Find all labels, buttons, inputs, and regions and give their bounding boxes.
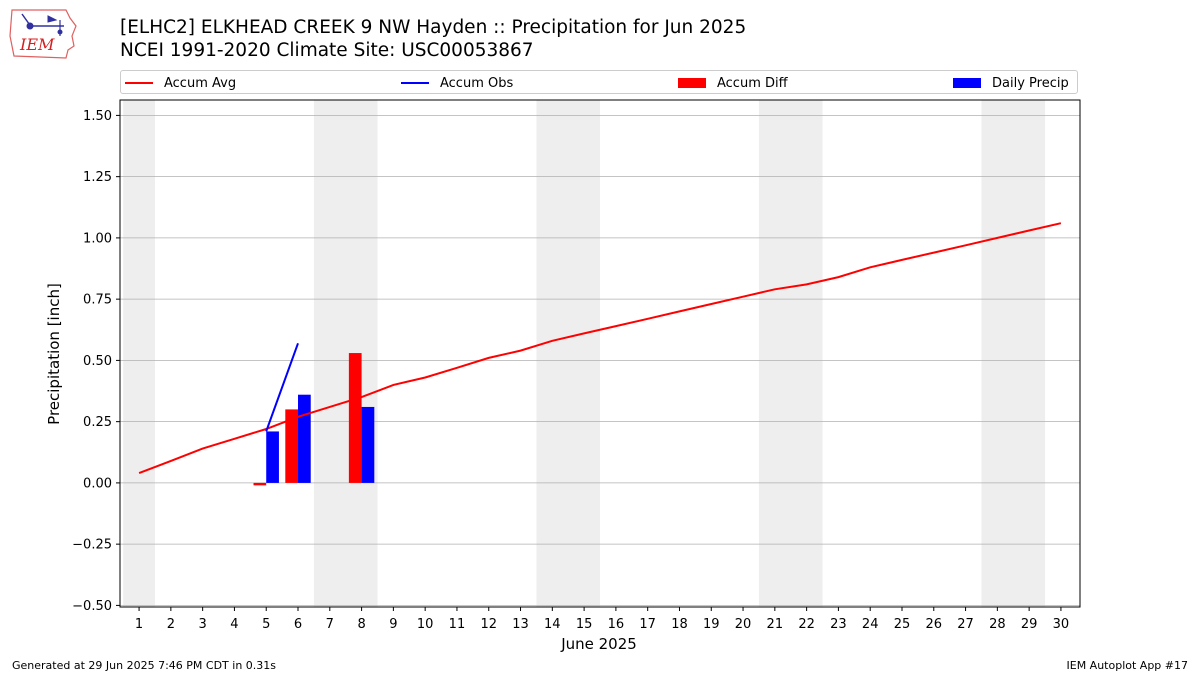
y-tick-label: 1.25 bbox=[83, 170, 112, 185]
iem-logo: IEM bbox=[9, 9, 77, 59]
legend-item-accum-diff: Accum Diff bbox=[678, 74, 788, 92]
legend-label: Accum Diff bbox=[717, 75, 788, 91]
weekend-shade bbox=[981, 100, 1046, 607]
bar-daily-precip bbox=[298, 394, 311, 483]
x-tick-label: 11 bbox=[449, 617, 466, 632]
footer-generated: Generated at 29 Jun 2025 7:46 PM CDT in … bbox=[12, 659, 277, 672]
x-tick-label: 29 bbox=[1021, 617, 1038, 632]
y-tick-label: −0.50 bbox=[72, 599, 112, 614]
x-tick-label: 8 bbox=[357, 617, 365, 632]
bar-accum-diff bbox=[285, 409, 299, 483]
legend-swatch bbox=[401, 82, 429, 84]
bar-accum-diff bbox=[253, 482, 267, 486]
x-tick-label: 20 bbox=[735, 617, 752, 632]
y-tick-label: −0.25 bbox=[72, 538, 112, 553]
x-tick-label: 10 bbox=[417, 617, 434, 632]
x-tick-label: 12 bbox=[480, 617, 497, 632]
x-tick-label: 13 bbox=[512, 617, 529, 632]
chart-title: [ELHC2] ELKHEAD CREEK 9 NW Hayden :: Pre… bbox=[120, 17, 747, 38]
weekend-shade bbox=[536, 100, 600, 607]
legend-label: Accum Avg bbox=[164, 75, 237, 91]
y-axis-label: Precipitation [inch] bbox=[45, 283, 63, 425]
x-tick-label: 28 bbox=[989, 617, 1006, 632]
x-tick-label: 1 bbox=[135, 617, 143, 632]
legend-item-accum-avg: Accum Avg bbox=[125, 74, 236, 92]
x-tick-label: 21 bbox=[767, 617, 784, 632]
footer-app-label: IEM Autoplot App #17 bbox=[1066, 659, 1189, 672]
x-axis-label: June 2025 bbox=[560, 635, 637, 653]
legend-swatch bbox=[953, 78, 981, 88]
legend-swatch bbox=[125, 82, 153, 84]
y-tick-label: 0.00 bbox=[83, 476, 112, 491]
y-tick-label: 0.25 bbox=[83, 415, 112, 430]
legend-label: Daily Precip bbox=[992, 75, 1069, 91]
x-tick-label: 9 bbox=[389, 617, 397, 632]
x-tick-label: 7 bbox=[326, 617, 334, 632]
plot-frame bbox=[119, 99, 1081, 608]
logo-text: IEM bbox=[19, 35, 55, 54]
weekend-shade bbox=[758, 100, 823, 607]
weather-station-icon bbox=[21, 13, 64, 36]
legend-swatch bbox=[678, 78, 706, 88]
x-tick-label: 4 bbox=[230, 617, 238, 632]
x-tick-label: 19 bbox=[703, 617, 720, 632]
x-tick-label: 23 bbox=[830, 617, 847, 632]
x-tick-label: 14 bbox=[544, 617, 561, 632]
bar-daily-precip bbox=[266, 431, 279, 483]
weekend-shade bbox=[313, 100, 378, 607]
y-tick-label: 1.50 bbox=[83, 109, 112, 124]
y-tick-label: 0.50 bbox=[83, 354, 112, 369]
y-tick-label: 1.00 bbox=[83, 231, 112, 246]
x-tick-label: 15 bbox=[576, 617, 593, 632]
x-tick-label: 30 bbox=[1053, 617, 1070, 632]
line-accum-obs bbox=[265, 342, 299, 432]
x-tick-label: 25 bbox=[894, 617, 911, 632]
legend: Accum Avg Accum Obs Accum Diff Daily Pre… bbox=[120, 70, 1078, 94]
legend-item-accum-obs: Accum Obs bbox=[401, 74, 513, 92]
x-tick-label: 5 bbox=[262, 617, 270, 632]
legend-item-daily-precip: Daily Precip bbox=[953, 74, 1069, 92]
x-tick-label: 26 bbox=[926, 617, 943, 632]
x-tick-label: 6 bbox=[294, 617, 302, 632]
chart-subtitle: NCEI 1991-2020 Climate Site: USC00053867 bbox=[120, 40, 534, 61]
line-accum-avg bbox=[138, 222, 1062, 475]
weekend-shade bbox=[123, 100, 155, 607]
x-tick-label: 16 bbox=[608, 617, 625, 632]
x-tick-label: 24 bbox=[862, 617, 879, 632]
x-tick-label: 17 bbox=[639, 617, 656, 632]
x-tick-label: 2 bbox=[167, 617, 175, 632]
x-tick-label: 3 bbox=[199, 617, 207, 632]
iowa-outline-icon bbox=[9, 9, 77, 59]
y-tick-label: 0.75 bbox=[83, 293, 112, 308]
legend-label: Accum Obs bbox=[440, 75, 514, 91]
bar-accum-diff bbox=[348, 353, 362, 483]
x-tick-label: 22 bbox=[798, 617, 815, 632]
bar-daily-precip bbox=[361, 406, 375, 483]
x-tick-label: 27 bbox=[957, 617, 974, 632]
x-tick-label: 18 bbox=[671, 617, 688, 632]
